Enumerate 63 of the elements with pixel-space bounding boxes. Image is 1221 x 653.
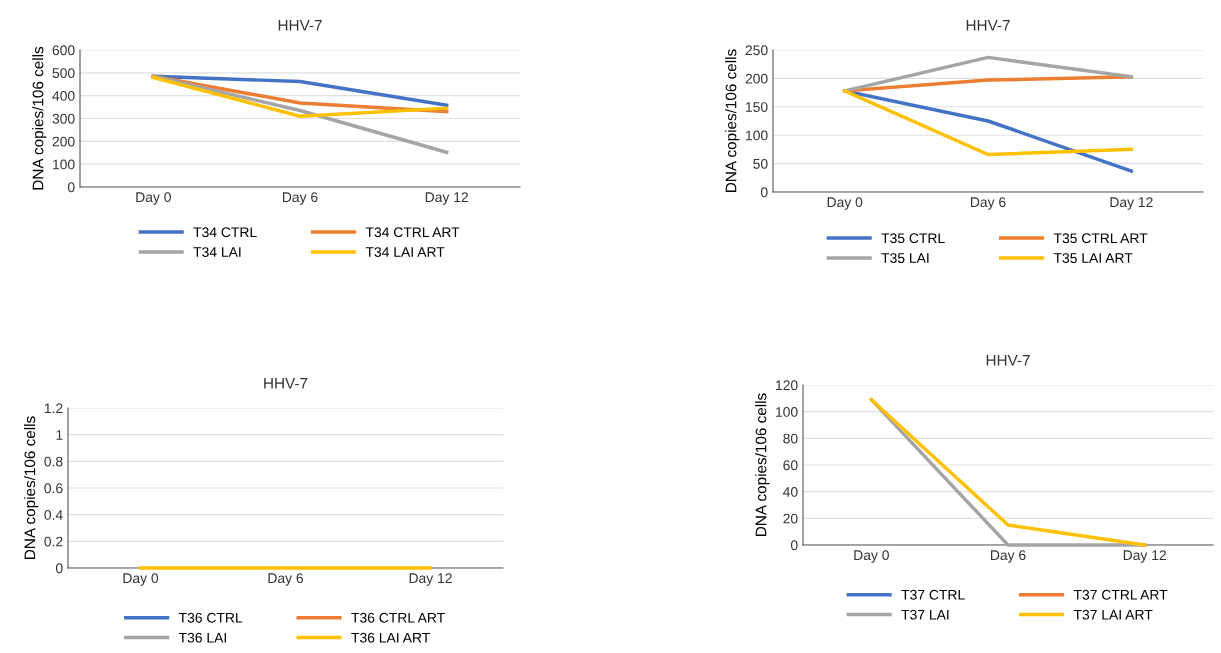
y-axis-title: DNA copies/106 cells bbox=[32, 46, 47, 190]
x-tick-label: Day 12 bbox=[1110, 197, 1153, 210]
legend-label: T34 CTRL ART bbox=[365, 227, 460, 238]
y-tick-label: 0.6 bbox=[44, 483, 63, 494]
legend-label: T34 CTRL bbox=[193, 227, 257, 238]
legend-label: T35 LAI ART bbox=[1053, 253, 1133, 263]
y-axis-title: DNA copies/106 cells bbox=[755, 393, 770, 536]
legend-label: T35 CTRL ART bbox=[1053, 233, 1148, 244]
legend-label: T36 CTRL bbox=[178, 612, 243, 623]
legend-label: T36 LAI bbox=[178, 632, 226, 643]
chart-title: HHV-7 bbox=[264, 378, 308, 389]
y-tick-label: 80 bbox=[783, 433, 798, 444]
legend-label: T34 LAI bbox=[193, 247, 241, 257]
legend-label: T37 CTRL ART bbox=[1073, 589, 1168, 600]
y-tick-label: 0 bbox=[55, 563, 63, 574]
y-axis-title: DNA copies/106 cells bbox=[725, 49, 740, 192]
chart-title: HHV-7 bbox=[986, 355, 1030, 366]
x-tick-label: Day 6 bbox=[971, 197, 1006, 210]
y-tick-label: 300 bbox=[52, 113, 75, 124]
x-tick-label: Day 0 bbox=[827, 197, 863, 210]
y-tick-label: 100 bbox=[776, 407, 798, 417]
y-tick-label: 250 bbox=[745, 45, 768, 56]
x-tick-label: Day 12 bbox=[1123, 550, 1166, 563]
y-tick-label: 40 bbox=[783, 487, 798, 497]
x-tick-label: Day 12 bbox=[425, 192, 468, 205]
y-tick-label: 600 bbox=[52, 45, 75, 56]
y-tick-label: 0 bbox=[790, 540, 798, 551]
legend-label: T36 LAI ART bbox=[351, 632, 430, 643]
y-tick-label: 400 bbox=[52, 91, 75, 101]
chart-title: HHV-7 bbox=[278, 20, 322, 31]
x-tick-label: Day 6 bbox=[991, 550, 1026, 563]
legend-label: T35 LAI bbox=[881, 253, 929, 263]
legend-label: T34 LAI ART bbox=[365, 247, 445, 257]
y-tick-label: 20 bbox=[783, 513, 798, 524]
y-tick-label: 500 bbox=[52, 68, 75, 78]
x-tick-label: Day 0 bbox=[136, 192, 171, 205]
y-tick-label: 200 bbox=[745, 73, 768, 84]
legend-label: T35 CTRL bbox=[881, 233, 945, 244]
x-tick-label: Day 6 bbox=[283, 192, 318, 205]
legend-label: T36 CTRL ART bbox=[351, 612, 445, 623]
y-axis-title: DNA copies/106 cells bbox=[24, 416, 39, 559]
y-tick-label: 200 bbox=[52, 136, 75, 147]
x-tick-label: Day 12 bbox=[409, 573, 452, 586]
y-tick-label: 100 bbox=[53, 159, 75, 170]
x-tick-label: Day 0 bbox=[123, 573, 159, 586]
legend-label: T37 CTRL bbox=[901, 589, 965, 600]
chart-title: HHV-7 bbox=[966, 20, 1010, 31]
legend-label: T37 LAI bbox=[901, 609, 949, 620]
y-tick-label: 100 bbox=[746, 130, 768, 141]
x-tick-label: Day 6 bbox=[268, 573, 304, 586]
y-tick-label: 0.4 bbox=[44, 510, 63, 520]
y-tick-label: 1 bbox=[56, 430, 63, 440]
x-tick-label: Day 0 bbox=[854, 550, 889, 563]
y-tick-label: 0 bbox=[760, 187, 768, 198]
y-tick-label: 150 bbox=[746, 102, 768, 112]
y-tick-label: 50 bbox=[753, 158, 768, 169]
y-tick-label: 120 bbox=[776, 380, 798, 391]
legend-label: T37 LAI ART bbox=[1073, 609, 1153, 620]
y-tick-label: 0.2 bbox=[44, 536, 63, 547]
y-tick-label: 1.2 bbox=[44, 403, 63, 414]
y-tick-label: 60 bbox=[783, 460, 798, 471]
y-tick-label: 0 bbox=[67, 182, 75, 193]
y-tick-label: 0.8 bbox=[44, 456, 63, 467]
